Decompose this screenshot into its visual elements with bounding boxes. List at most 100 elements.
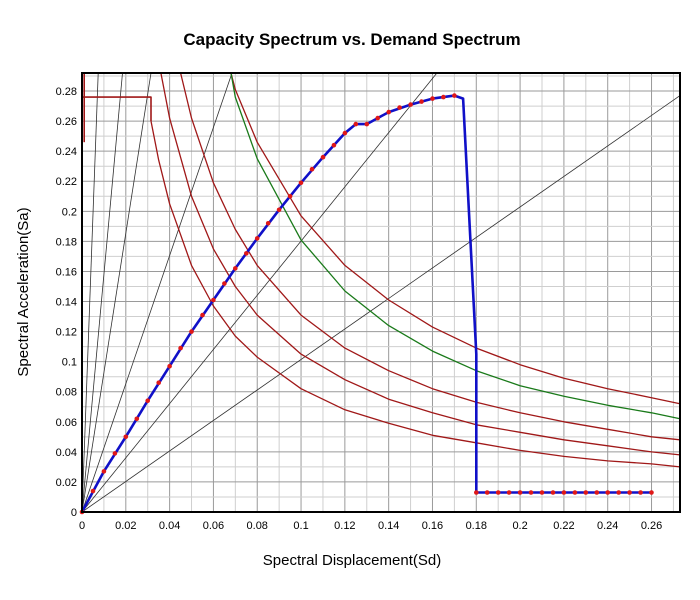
y-axis-label: Spectral Acceleration(Sa) — [15, 207, 32, 376]
capacity-point — [386, 109, 392, 115]
plot-area — [82, 73, 680, 512]
x-tick-label: 0.08 — [247, 520, 268, 532]
period-line-line — [81, 95, 681, 513]
capacity-point — [583, 490, 589, 495]
capacity-point — [200, 312, 205, 318]
x-tick-label: 0.02 — [115, 520, 136, 532]
period-line-line — [81, 72, 152, 513]
capacity-point — [320, 154, 326, 160]
demand-line — [230, 72, 681, 405]
y-tick-label: 0.04 — [56, 447, 77, 459]
capacity-point — [276, 207, 282, 213]
period-lines — [81, 72, 681, 513]
capacity-point — [254, 236, 260, 241]
y-tick-label: 0.2 — [62, 206, 77, 218]
capacity-point — [156, 380, 161, 386]
capacity-point — [572, 490, 578, 495]
capacity-point — [101, 469, 107, 474]
capacity-point — [550, 490, 556, 495]
demand-curves — [82, 72, 681, 468]
capacity-point — [112, 451, 118, 456]
capacity-point — [353, 121, 359, 127]
x-tick-label: 0.22 — [553, 520, 574, 532]
y-tick-label: 0.24 — [56, 146, 77, 158]
x-axis-label: Spectral Displacement(Sd) — [263, 552, 441, 569]
y-tick-label: 0.18 — [56, 236, 77, 248]
y-tick-label: 0.06 — [56, 417, 77, 429]
capacity-point — [638, 490, 643, 495]
capacity-point — [90, 488, 96, 494]
demand-green-line — [230, 72, 681, 420]
capacity-point — [244, 251, 249, 256]
capacity-point — [649, 490, 654, 495]
capacity-point — [134, 416, 140, 422]
capacity-point — [616, 490, 621, 495]
y-tick-labels: 0 0.02 0.04 0.06 0.08 0.1 0.12 0.14 0.16 0.18 0.2 0… — [56, 86, 77, 519]
demand-line — [160, 72, 681, 456]
x-tick-label: 0.16 — [422, 520, 443, 532]
capacity-point — [594, 490, 600, 495]
capacity-point — [517, 490, 523, 495]
capacity-markers — [79, 93, 654, 515]
capacity-point — [189, 329, 194, 334]
capacity-point — [331, 142, 337, 148]
x-tick-label: 0.04 — [159, 520, 180, 532]
capacity-point — [495, 490, 501, 495]
capacity-point — [506, 490, 512, 495]
capacity-point — [408, 102, 413, 107]
chart-title: Capacity Spectrum vs. Demand Spectrum — [183, 30, 520, 49]
demand-plateau-line — [82, 96, 152, 122]
capacity-point — [539, 490, 545, 495]
x-tick-label: 0.06 — [203, 520, 224, 532]
x-tick-labels: 0 0.02 0.04 0.06 0.08 0.1 0.12 0.14 0.16 0.18 0.2 0… — [79, 520, 662, 532]
capacity-point — [145, 398, 150, 404]
y-tick-label: 0.26 — [56, 116, 77, 128]
period-line-line — [81, 72, 99, 513]
capacity-point — [419, 99, 424, 104]
y-tick-label: 0.14 — [56, 297, 77, 309]
capacity-point — [287, 194, 293, 199]
y-tick-label: 0.1 — [62, 357, 77, 369]
y-tick-label: 0.22 — [56, 176, 77, 188]
capacity-point — [309, 166, 315, 172]
period-line-line — [81, 72, 438, 513]
plot-frame — [81, 72, 681, 513]
capacity-point — [342, 130, 348, 136]
capacity-point — [364, 121, 370, 127]
x-tick-label: 0.18 — [466, 520, 487, 532]
capacity-point — [561, 490, 567, 495]
capacity-point — [441, 94, 446, 100]
capacity-point — [484, 490, 490, 495]
capacity-point — [298, 180, 304, 186]
capacity-point — [211, 297, 216, 303]
x-tick-label: 0.14 — [378, 520, 399, 532]
capacity-point — [265, 221, 271, 226]
x-tick-label: 0.12 — [334, 520, 355, 532]
y-tick-label: 0.08 — [56, 387, 77, 399]
capacity-point — [167, 363, 172, 369]
capacity-point — [474, 490, 479, 495]
y-tick-label: 0 — [71, 507, 77, 519]
x-tick-label: 0.24 — [597, 520, 618, 532]
y-tick-label: 0.02 — [56, 477, 77, 489]
capacity-point — [430, 96, 435, 101]
capacity-point — [397, 105, 402, 110]
capacity-point — [452, 93, 457, 98]
period-line-line — [81, 72, 233, 513]
capacity-point — [627, 490, 632, 495]
capacity-point — [123, 434, 129, 440]
y-tick-label: 0.12 — [56, 327, 77, 339]
x-tick-label: 0.1 — [293, 520, 308, 532]
y-tick-label: 0.16 — [56, 266, 77, 278]
y-tick-label: 0.28 — [56, 86, 77, 98]
x-tick-label: 0 — [79, 520, 85, 532]
period-line-line — [81, 72, 123, 513]
x-tick-label: 0.2 — [512, 520, 527, 532]
demand-line — [179, 72, 681, 441]
x-tick-label: 0.26 — [641, 520, 662, 532]
capacity-point — [222, 281, 227, 286]
capacity-point — [605, 490, 610, 495]
demand-line — [150, 120, 681, 468]
capacity-point — [528, 490, 534, 495]
